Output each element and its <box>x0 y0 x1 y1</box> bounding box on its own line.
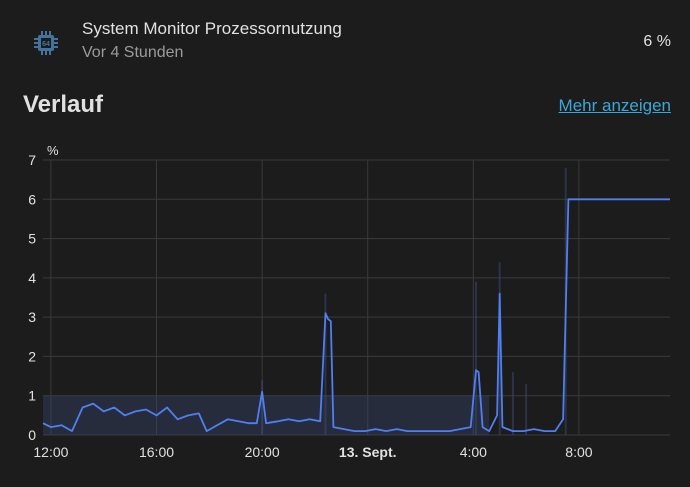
y-tick-label: 2 <box>28 348 36 364</box>
x-tick-label: 4:00 <box>460 444 487 460</box>
y-tick-label: 7 <box>28 152 36 168</box>
cpu-chip-icon: 64 <box>34 31 58 55</box>
entity-state: 6 % <box>643 33 671 50</box>
y-axis-unit: % <box>47 143 59 158</box>
svg-text:64: 64 <box>42 41 50 48</box>
x-tick-label: 20:00 <box>245 444 280 460</box>
history-chart-svg[interactable]: 0 1 2 3 4 5 6 7% 12:00 16:00 20:00 13. Sept. 4:00 8:0… <box>0 140 690 487</box>
show-more-link[interactable]: Mehr anzeigen <box>558 96 671 115</box>
y-tick-label: 4 <box>28 270 36 286</box>
min-max-band <box>43 395 490 435</box>
y-tick-label: 5 <box>28 231 36 247</box>
y-tick-label: 6 <box>28 191 36 207</box>
entity-name: System Monitor Prozessornutzung <box>82 19 342 38</box>
x-tick-label: 16:00 <box>139 444 174 460</box>
x-tick-label: 13. Sept. <box>339 444 397 460</box>
y-tick-label: 0 <box>28 427 36 443</box>
x-tick-label: 12:00 <box>33 444 68 460</box>
history-title: Verlauf <box>23 91 104 118</box>
history-chart[interactable]: 0 1 2 3 4 5 6 7% 12:00 16:00 20:00 13. Sept. 4:00 8:0… <box>0 140 690 487</box>
x-tick-label: 8:00 <box>565 444 592 460</box>
entity-last-changed: Vor 4 Stunden <box>82 44 184 61</box>
entity-row[interactable]: 64 System Monitor Prozessornutzung Vor 4… <box>0 0 690 86</box>
y-tick-label: 1 <box>28 388 36 404</box>
y-tick-label: 3 <box>28 309 36 325</box>
